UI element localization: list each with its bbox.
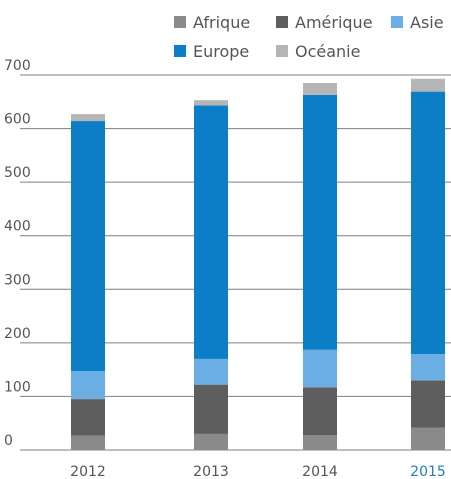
bar-segment-2012-Europe [71,121,105,372]
y-tick-label: 700 [4,58,31,74]
legend: Afrique Amérique Asie Europe Océanie [174,13,444,61]
bar-segment-2014-Afrique [303,435,337,450]
bar-segment-2015-Afrique [411,427,445,450]
legend-swatch-Océanie [276,45,288,57]
x-tick-label: 2014 [302,464,338,479]
legend-label: Amérique [295,13,373,32]
y-axis: 700 600 500 400 300 200 100 0 [4,58,31,449]
legend-label: Afrique [193,13,250,32]
y-tick-label: 200 [4,326,31,342]
bars [71,78,445,450]
y-tick-label: 500 [4,165,31,181]
x-tick-label: 2015 [410,464,446,479]
x-tick-label: 2013 [193,464,229,479]
bar-segment-2015-Asie [411,354,445,381]
bar-segment-2013-Europe [194,105,228,359]
bar-segment-2013-Asie [194,358,228,385]
y-tick-label: 400 [4,219,31,235]
legend-swatch-Europe [174,45,186,57]
legend-swatch-Amérique [276,16,288,28]
x-tick-label: 2012 [70,464,106,479]
bar-segment-2012-Afrique [71,435,105,450]
bar-segment-2015-Amérique [411,380,445,428]
legend-label: Océanie [295,42,360,61]
bar-segment-2015-Océanie [411,78,445,92]
bar-segment-2013-Afrique [194,433,228,450]
y-tick-label: 600 [4,112,31,128]
bar-segment-2012-Amérique [71,399,105,436]
bar-segment-2013-Amérique [194,384,228,434]
legend-swatch-Afrique [174,16,186,28]
legend-label: Europe [193,42,249,61]
x-axis: 2012 2013 2014 2015 [70,464,446,479]
bar-segment-2014-Asie [303,349,337,388]
y-tick-label: 100 [4,379,31,395]
bar-segment-2014-Europe [303,94,337,350]
bar-segment-2012-Océanie [71,114,105,122]
legend-swatch-Asie [391,16,403,28]
y-tick-label: 0 [4,433,13,449]
bar-segment-2012-Asie [71,371,105,400]
y-tick-label: 300 [4,272,31,288]
legend-label: Asie [410,13,444,32]
bar-segment-2015-Europe [411,91,445,355]
bar-segment-2014-Amérique [303,387,337,435]
bar-segment-2013-Océanie [194,100,228,106]
bar-segment-2014-Océanie [303,83,337,95]
